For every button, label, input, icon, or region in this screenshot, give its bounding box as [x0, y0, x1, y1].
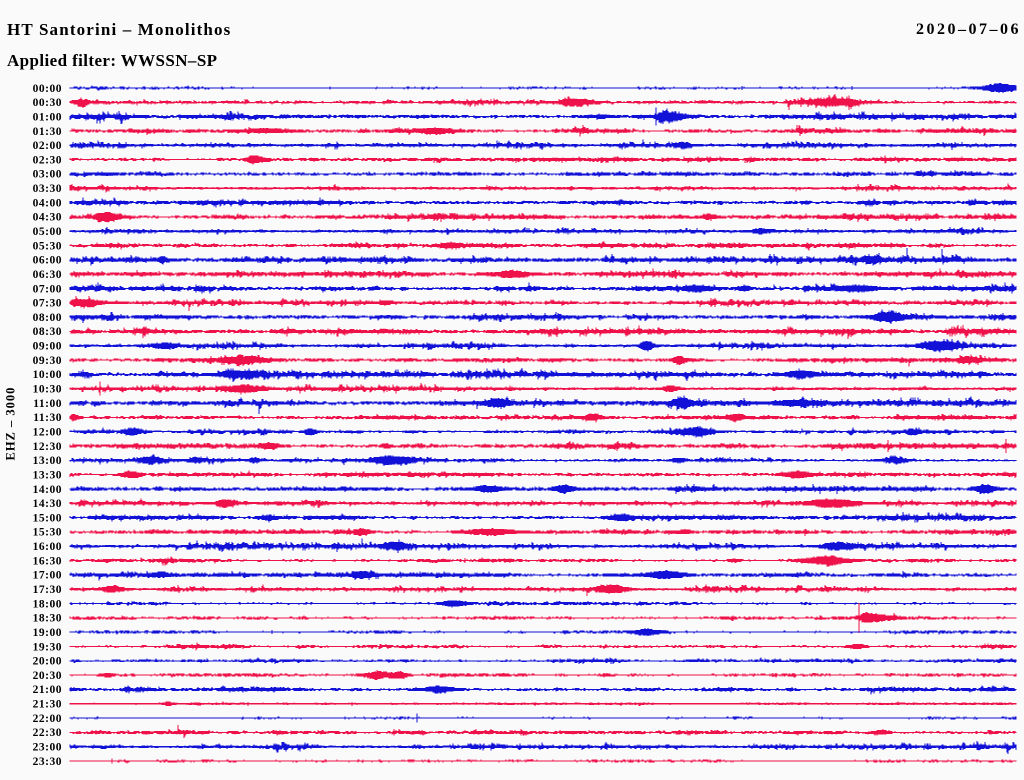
svg-text:11:30: 11:30: [33, 412, 62, 424]
svg-text:00:00: 00:00: [33, 83, 62, 95]
svg-text:18:00: 18:00: [33, 598, 62, 610]
svg-text:07:30: 07:30: [33, 298, 62, 310]
svg-text:17:30: 17:30: [33, 584, 62, 596]
svg-text:09:30: 09:30: [33, 355, 62, 367]
svg-text:12:00: 12:00: [33, 426, 62, 438]
svg-text:17:00: 17:00: [33, 570, 62, 582]
svg-text:23:30: 23:30: [33, 756, 62, 768]
svg-text:04:00: 04:00: [33, 197, 62, 209]
svg-text:16:30: 16:30: [33, 555, 62, 567]
svg-text:22:30: 22:30: [33, 727, 62, 739]
svg-text:15:00: 15:00: [33, 512, 62, 524]
svg-text:14:30: 14:30: [33, 498, 62, 510]
svg-text:18:30: 18:30: [33, 613, 62, 625]
svg-text:23:00: 23:00: [33, 742, 62, 754]
svg-text:11:00: 11:00: [33, 398, 62, 410]
svg-text:21:00: 21:00: [33, 684, 62, 696]
svg-text:20:00: 20:00: [33, 656, 62, 668]
svg-text:05:00: 05:00: [33, 226, 62, 238]
svg-text:05:30: 05:30: [33, 240, 62, 252]
svg-text:22:00: 22:00: [33, 713, 62, 725]
svg-text:10:00: 10:00: [33, 369, 62, 381]
svg-text:13:00: 13:00: [33, 455, 62, 467]
svg-text:12:30: 12:30: [33, 441, 62, 453]
svg-text:19:00: 19:00: [33, 627, 62, 639]
svg-text:07:00: 07:00: [33, 283, 62, 295]
svg-text:06:00: 06:00: [33, 255, 62, 267]
svg-text:03:00: 03:00: [33, 169, 62, 181]
svg-text:20:30: 20:30: [33, 670, 62, 682]
svg-text:13:30: 13:30: [33, 469, 62, 481]
svg-text:19:30: 19:30: [33, 641, 62, 653]
svg-text:08:00: 08:00: [33, 312, 62, 324]
svg-text:15:30: 15:30: [33, 527, 62, 539]
svg-text:01:30: 01:30: [33, 126, 62, 138]
svg-text:08:30: 08:30: [33, 326, 62, 338]
svg-text:03:30: 03:30: [33, 183, 62, 195]
svg-text:09:00: 09:00: [33, 341, 62, 353]
svg-text:21:30: 21:30: [33, 699, 62, 711]
svg-text:00:30: 00:30: [33, 97, 62, 109]
svg-text:14:00: 14:00: [33, 484, 62, 496]
svg-text:02:30: 02:30: [33, 154, 62, 166]
svg-text:02:00: 02:00: [33, 140, 62, 152]
svg-text:01:00: 01:00: [33, 111, 62, 123]
svg-text:16:00: 16:00: [33, 541, 62, 553]
svg-text:10:30: 10:30: [33, 384, 62, 396]
svg-text:04:30: 04:30: [33, 212, 62, 224]
svg-text:06:30: 06:30: [33, 269, 62, 281]
